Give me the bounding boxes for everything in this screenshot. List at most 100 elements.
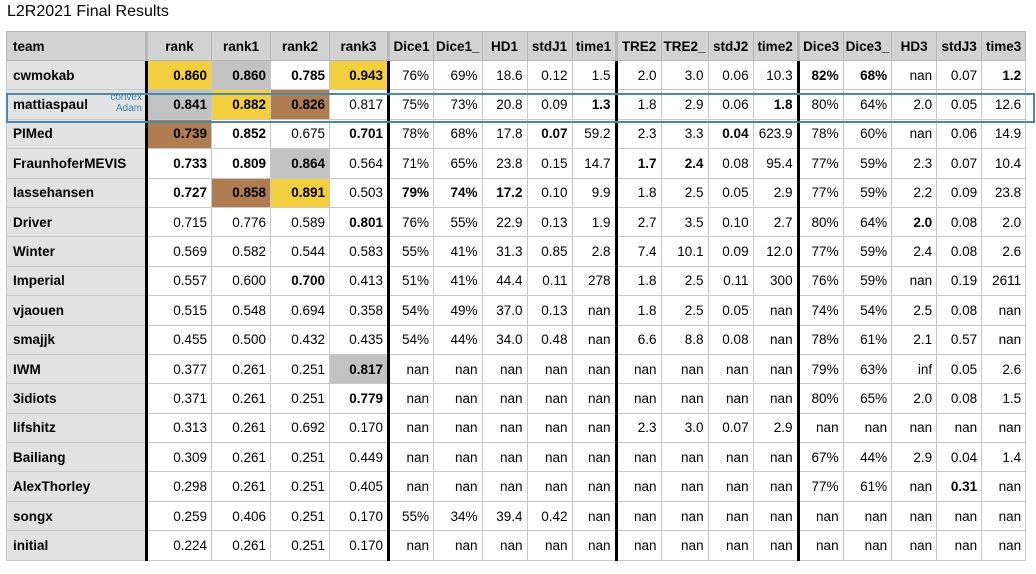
metric-cell-hd1[interactable]: 22.9	[481, 206, 528, 238]
team-name-cell[interactable]: initial	[6, 530, 148, 561]
metric-cell-rank3[interactable]: 0.170	[329, 500, 390, 532]
metric-cell-hd1[interactable]: 39.4	[481, 500, 528, 532]
table-row[interactable]: Bailiang 0.309 0.261 0.251 0.449 nan nan nan nan…	[6, 442, 1027, 473]
metric-cell-dice1-underscore[interactable]: 74%	[433, 177, 483, 208]
metric-cell-tre2-underscore[interactable]: nan	[660, 353, 709, 385]
metric-cell-rank2[interactable]: 0.675	[270, 118, 330, 150]
table-row[interactable]: FraunhoferMEVIS 0.733 0.809 0.864 0.564 71% 65…	[6, 148, 1027, 179]
metric-cell-tre2[interactable]: 2.3	[615, 412, 662, 444]
table-row[interactable]: vjaouen 0.515 0.548 0.694 0.358 54% 49% 37.0 0.1…	[6, 295, 1027, 326]
metric-cell-hd3[interactable]: nan	[891, 412, 938, 444]
metric-cell-dice3[interactable]: 78%	[797, 118, 844, 150]
metric-cell-dice1-underscore[interactable]: nan	[433, 530, 483, 561]
metric-cell-dice3-underscore[interactable]: 68%	[842, 59, 893, 91]
metric-cell-tre2[interactable]: 2.7	[615, 206, 662, 238]
table-row[interactable]: Imperial 0.557 0.600 0.700 0.413 51% 41% 44.4 0.…	[6, 265, 1027, 297]
metric-cell-dice1[interactable]: 78%	[388, 118, 434, 150]
metric-cell-hd3[interactable]: inf	[891, 353, 938, 385]
metric-cell-dice1-underscore[interactable]: 41%	[433, 265, 483, 297]
metric-cell-rank2[interactable]: 0.251	[270, 383, 330, 414]
metric-cell-dice1-underscore[interactable]: 73%	[433, 89, 483, 120]
metric-cell-time1[interactable]: nan	[571, 530, 618, 561]
team-name-cell[interactable]: PIMed	[6, 118, 148, 150]
metric-cell-stdj1[interactable]: 0.07	[526, 118, 573, 150]
metric-cell-hd1[interactable]: nan	[481, 383, 528, 414]
metric-cell-tre2-underscore[interactable]: 2.5	[660, 295, 709, 326]
metric-cell-dice3-underscore[interactable]: 59%	[842, 236, 893, 267]
metric-cell-time1[interactable]: 9.9	[571, 177, 618, 208]
column-header-tre2[interactable]: TRE2	[615, 31, 662, 61]
metric-cell-time2[interactable]: nan	[752, 530, 800, 561]
team-name-cell[interactable]: songx	[6, 500, 148, 532]
metric-cell-hd3[interactable]: nan	[891, 59, 938, 91]
metric-cell-time1[interactable]: nan	[571, 500, 618, 532]
team-name-cell[interactable]: smajjk	[6, 324, 148, 355]
metric-cell-rank1[interactable]: 0.261	[211, 412, 271, 444]
metric-cell-rank1[interactable]: 0.261	[211, 383, 271, 414]
metric-cell-hd3[interactable]: 2.2	[891, 177, 938, 208]
column-header-time3[interactable]: time3	[981, 31, 1027, 61]
metric-cell-rank2[interactable]: 0.891	[270, 177, 330, 208]
metric-cell-rank2[interactable]: 0.826	[270, 89, 330, 120]
metric-cell-time3[interactable]: 10.4	[981, 148, 1027, 179]
metric-cell-stdj2[interactable]: 0.05	[707, 177, 754, 208]
metric-cell-dice3[interactable]: 78%	[797, 324, 844, 355]
metric-cell-time3[interactable]: 1.2	[981, 59, 1027, 91]
metric-cell-dice3[interactable]: 80%	[797, 383, 844, 414]
column-header-hd3[interactable]: HD3	[891, 31, 938, 61]
metric-cell-tre2[interactable]: 1.8	[615, 89, 662, 120]
metric-cell-rank2[interactable]: 0.251	[270, 442, 330, 473]
column-header-dice3-underscore[interactable]: Dice3_	[842, 31, 893, 61]
team-name-cell[interactable]: mattiaspaul convex Adam	[6, 89, 148, 120]
metric-cell-rank3[interactable]: 0.170	[329, 412, 390, 444]
metric-cell-hd3[interactable]: nan	[891, 500, 938, 532]
metric-cell-time2[interactable]: 2.9	[752, 177, 800, 208]
metric-cell-rank1[interactable]: 0.852	[211, 118, 271, 150]
team-name-cell[interactable]: IWM	[6, 353, 148, 385]
metric-cell-stdj3[interactable]: 0.09	[936, 177, 983, 208]
metric-cell-hd3[interactable]: nan	[891, 118, 938, 150]
metric-cell-time2[interactable]: nan	[752, 500, 800, 532]
metric-cell-hd3[interactable]: 2.1	[891, 324, 938, 355]
team-name-cell[interactable]: Driver	[6, 206, 148, 238]
metric-cell-rank1[interactable]: 0.882	[211, 89, 271, 120]
metric-cell-hd1[interactable]: 20.8	[481, 89, 528, 120]
metric-cell-tre2-underscore[interactable]: 2.9	[660, 89, 709, 120]
metric-cell-time2[interactable]: 300	[752, 265, 800, 297]
metric-cell-dice3-underscore[interactable]: 64%	[842, 206, 893, 238]
metric-cell-tre2-underscore[interactable]: 8.8	[660, 324, 709, 355]
metric-cell-time1[interactable]: 1.3	[571, 89, 618, 120]
metric-cell-stdj2[interactable]: 0.11	[707, 265, 754, 297]
metric-cell-time2[interactable]: nan	[752, 295, 800, 326]
metric-cell-dice1-underscore[interactable]: 55%	[433, 206, 483, 238]
metric-cell-dice1-underscore[interactable]: 44%	[433, 324, 483, 355]
metric-cell-tre2-underscore[interactable]: 2.5	[660, 265, 709, 297]
metric-cell-hd3[interactable]: nan	[891, 471, 938, 502]
metric-cell-dice3[interactable]: 77%	[797, 177, 844, 208]
metric-cell-dice3-underscore[interactable]: 64%	[842, 89, 893, 120]
column-header-stdj2[interactable]: stdJ2	[707, 31, 754, 61]
metric-cell-stdj2[interactable]: 0.09	[707, 236, 754, 267]
metric-cell-tre2-underscore[interactable]: 2.5	[660, 177, 709, 208]
metric-cell-dice3[interactable]: 67%	[797, 442, 844, 473]
metric-cell-time3[interactable]: 2.6	[981, 353, 1027, 385]
metric-cell-dice3-underscore[interactable]: 59%	[842, 148, 893, 179]
metric-cell-stdj2[interactable]: 0.10	[707, 206, 754, 238]
metric-cell-time2[interactable]: nan	[752, 324, 800, 355]
metric-cell-dice3[interactable]: 80%	[797, 206, 844, 238]
metric-cell-dice1[interactable]: 76%	[388, 206, 434, 238]
table-row[interactable]: songx 0.259 0.406 0.251 0.170 55% 34% 39.4 0.42 n…	[6, 500, 1027, 532]
metric-cell-rank2[interactable]: 0.251	[270, 471, 330, 502]
metric-cell-hd1[interactable]: 37.0	[481, 295, 528, 326]
metric-cell-stdj1[interactable]: nan	[526, 530, 573, 561]
metric-cell-time3[interactable]: 14.9	[981, 118, 1027, 150]
metric-cell-stdj3[interactable]: 0.08	[936, 236, 983, 267]
metric-cell-dice1[interactable]: 55%	[388, 500, 434, 532]
metric-cell-hd3[interactable]: nan	[891, 530, 938, 561]
metric-cell-dice1-underscore[interactable]: nan	[433, 353, 483, 385]
metric-cell-hd1[interactable]: 18.6	[481, 59, 528, 91]
metric-cell-tre2[interactable]: 1.7	[615, 148, 662, 179]
metric-cell-rank[interactable]: 0.841	[146, 89, 212, 120]
metric-cell-stdj3[interactable]: 0.06	[936, 118, 983, 150]
metric-cell-tre2[interactable]: 1.8	[615, 295, 662, 326]
